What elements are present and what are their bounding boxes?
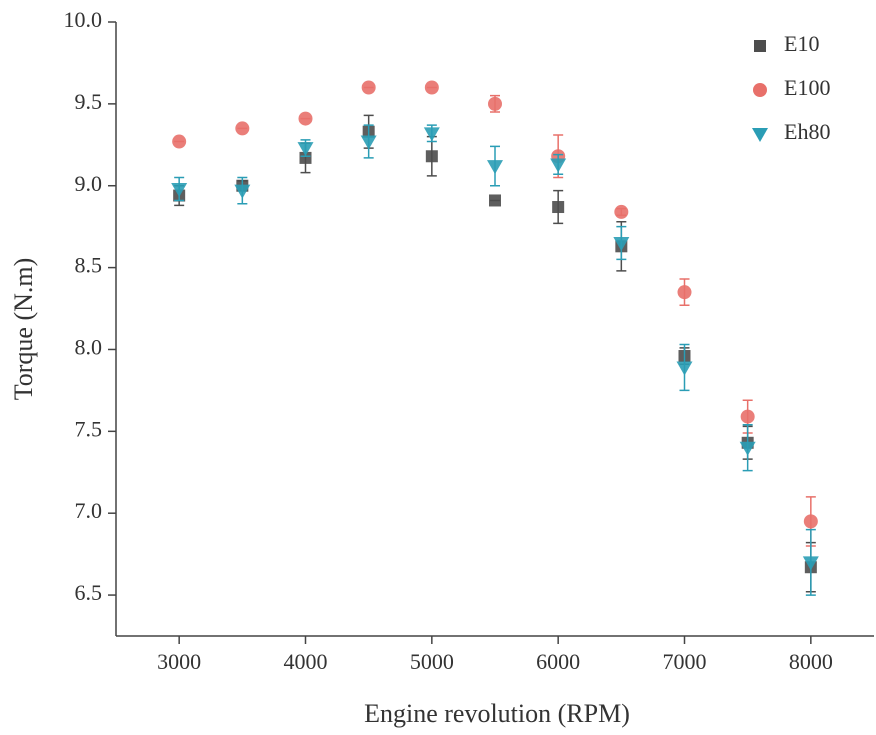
y-tick-label: 7.5: [75, 416, 103, 441]
legend-marker: [754, 40, 766, 52]
point: [298, 111, 313, 126]
point: [740, 409, 755, 424]
point: [676, 361, 693, 376]
point: [802, 556, 819, 571]
point: [234, 184, 251, 199]
point: [297, 142, 314, 157]
legend-label: E100: [784, 75, 830, 100]
y-tick-label: 8.0: [75, 335, 103, 360]
y-tick-label: 6.5: [75, 580, 103, 605]
x-tick-label: 8000: [789, 649, 833, 674]
x-tick-label: 5000: [410, 649, 454, 674]
point: [739, 441, 756, 456]
y-tick-label: 9.5: [75, 89, 103, 114]
point: [361, 80, 376, 95]
point: [425, 150, 438, 163]
point: [424, 80, 439, 95]
legend-label: Eh80: [784, 119, 830, 144]
legend-marker: [753, 83, 767, 97]
point: [172, 134, 187, 149]
y-tick-label: 8.5: [75, 253, 103, 278]
point: [235, 121, 250, 136]
y-axis-label: Torque (N.m): [9, 258, 38, 401]
point: [489, 194, 501, 207]
x-tick-label: 3000: [157, 649, 201, 674]
y-tick-label: 7.0: [75, 498, 103, 523]
x-tick-label: 4000: [284, 649, 328, 674]
point: [552, 201, 565, 214]
legend-marker: [752, 128, 768, 142]
point: [613, 237, 630, 252]
x-axis-label: Engine revolution (RPM): [364, 699, 630, 728]
point: [488, 96, 502, 111]
point: [423, 127, 440, 142]
point: [803, 514, 818, 529]
point: [550, 158, 567, 173]
point: [614, 204, 629, 219]
point: [171, 183, 188, 198]
y-tick-label: 10.0: [64, 7, 103, 32]
point: [487, 160, 503, 175]
point: [360, 135, 377, 150]
x-tick-label: 7000: [663, 649, 707, 674]
legend-label: E10: [784, 31, 819, 56]
x-tick-label: 6000: [536, 649, 580, 674]
y-tick-label: 9.0: [75, 171, 103, 196]
point: [677, 285, 692, 300]
point: [299, 151, 312, 164]
